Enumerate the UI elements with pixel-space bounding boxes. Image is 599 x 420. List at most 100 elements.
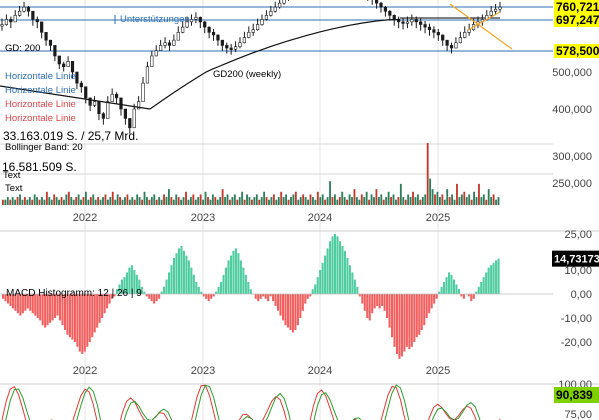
macd-bar (423, 294, 426, 326)
macd-bar (190, 267, 193, 294)
volume-bar (243, 199, 246, 205)
macd-bar (177, 248, 180, 294)
macd-bar (289, 294, 292, 330)
macd-bar (54, 294, 57, 318)
volume-bar (287, 199, 290, 205)
macd-x-axis-tick-label: 2025 (426, 365, 450, 377)
macd-bar (195, 282, 198, 294)
macd-bar (356, 286, 359, 294)
macd-bar (443, 282, 446, 294)
candle-body (198, 17, 202, 23)
candle-body (75, 71, 79, 84)
macd-bar (462, 294, 465, 299)
stoch-last-tag-label: 90,839 (556, 388, 593, 402)
price-tag-label: 760,721 (556, 0, 599, 14)
macd-bar (185, 255, 188, 294)
volume-bar (409, 197, 412, 205)
x-axis-tick-label: 2023 (191, 212, 215, 224)
volume-bar (94, 199, 97, 205)
macd-bar (440, 286, 443, 294)
macd-bar (351, 272, 354, 294)
trendline (467, 11, 501, 31)
macd-bar (319, 270, 322, 294)
volume-bar (429, 178, 432, 205)
volume-bar (282, 197, 285, 205)
volume-bar (111, 191, 114, 205)
candle-body (194, 17, 198, 20)
candle-body (211, 32, 216, 36)
volume-bar (478, 183, 480, 205)
volume-bar (177, 197, 180, 205)
macd-bar (272, 294, 275, 302)
volume-bar (375, 189, 378, 205)
candle-body (123, 108, 127, 119)
macd-bar (14, 294, 17, 311)
macd-bar (450, 274, 453, 294)
macd-bar (210, 294, 213, 299)
price-annotation: Bollinger Band: 20 (5, 142, 83, 153)
volume-bar (23, 197, 26, 205)
volume-bar (65, 194, 68, 205)
price-annotation: 33.163.019 S. / 25,7 Mrd. (3, 129, 138, 143)
candle-body (141, 82, 145, 102)
macd-bar (98, 294, 101, 323)
volume-bar (309, 194, 312, 205)
macd-bar (398, 294, 401, 359)
macd-bar (477, 286, 480, 294)
macd-bar (205, 294, 208, 299)
volume-bar (495, 199, 497, 205)
macd-bar (329, 241, 332, 294)
macd-bar (19, 294, 22, 316)
macd-bar (61, 294, 64, 326)
volume-bar (260, 197, 263, 205)
volume-bar (482, 194, 485, 205)
volume-bar (231, 197, 234, 205)
macd-bar (294, 294, 297, 330)
candle-body (181, 26, 185, 33)
candle-body (405, 21, 410, 24)
candle-body (97, 101, 101, 114)
macd-bar (361, 294, 364, 304)
macd-bar (83, 294, 86, 352)
candle-body (225, 45, 229, 49)
macd-bar (400, 294, 403, 357)
macd-bar (96, 294, 99, 328)
macd-bar (140, 286, 143, 294)
macd-bar (175, 253, 178, 294)
macd-bar (143, 291, 146, 294)
macd-bar (31, 294, 34, 314)
volume-bar (490, 197, 493, 205)
volume-bar (468, 194, 471, 205)
macd-bar (316, 277, 319, 294)
candle-body (18, 10, 22, 16)
macd-bar (34, 294, 37, 316)
macd-bar (311, 289, 314, 294)
volume-bar (60, 197, 63, 205)
volume-bar (285, 194, 288, 205)
macd-bar (78, 294, 81, 352)
volume-bar (163, 194, 165, 205)
macd-bar (346, 258, 349, 294)
volume-bar (412, 191, 414, 205)
volume-bar (14, 199, 17, 205)
candle-body (427, 26, 432, 31)
macd-bar (227, 260, 230, 294)
macd-bar (160, 291, 163, 294)
candle-body (66, 60, 70, 67)
macd-bar (378, 294, 381, 309)
macd-axis-tick-label: 0,00 (571, 289, 592, 301)
macd-bar (212, 294, 215, 297)
volume-bar (302, 194, 305, 205)
volume-bar (85, 191, 87, 205)
volume-bar (41, 197, 43, 205)
volume-bar (236, 199, 239, 205)
macd-bar (314, 284, 317, 294)
candle-body (383, 6, 388, 12)
macd-bar (115, 289, 119, 294)
volume-bar (16, 197, 19, 205)
macd-bar (108, 294, 111, 304)
macd-bar (49, 294, 52, 323)
macd-bar (467, 294, 470, 297)
macd-bar (111, 294, 114, 299)
macd-title: MACD Histogramm: 12 | 26 | 9 (6, 288, 142, 299)
